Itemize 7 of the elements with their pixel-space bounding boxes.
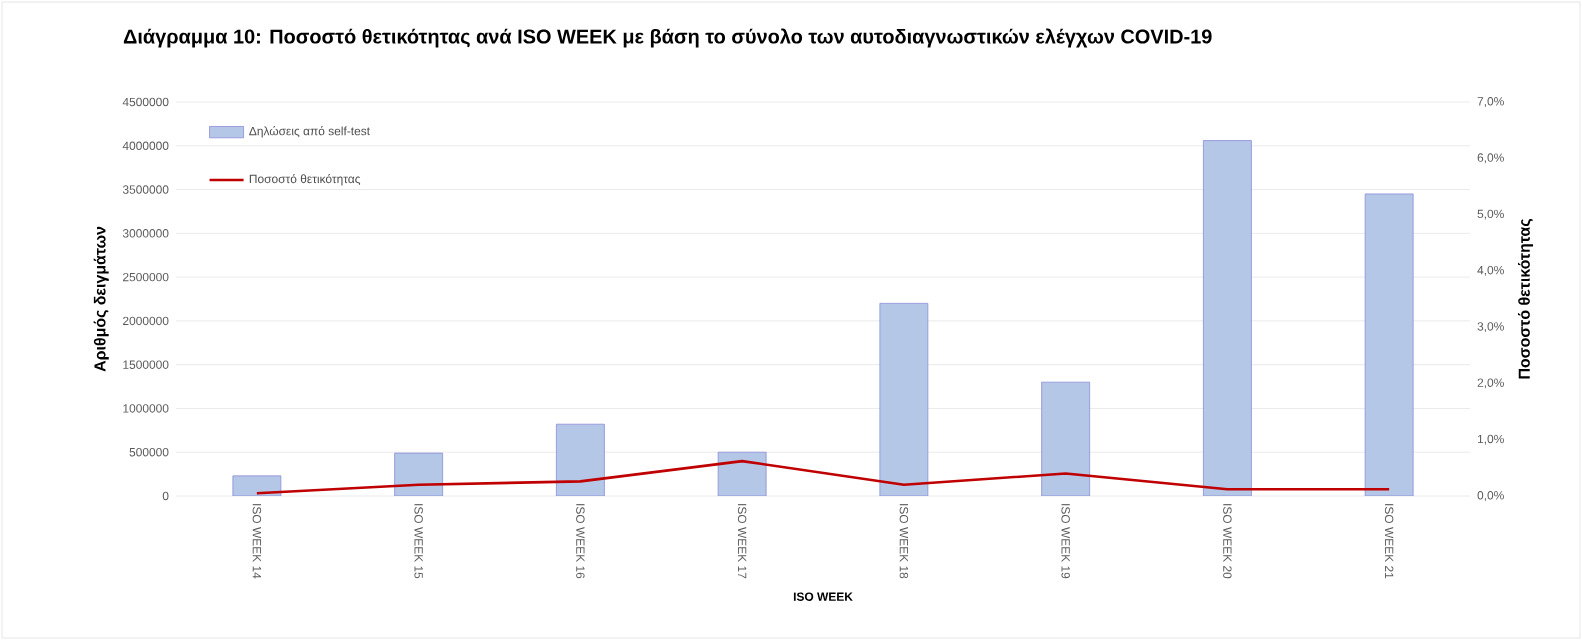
line-series	[255, 459, 1391, 495]
bar	[879, 302, 929, 496]
chart-title: Διάγραμμα 10: Ποσοστό θετικότητας ανά ISO WEEK με βάση το σύνολο των αυτοδιαγνωστικών ελέγχων COVID-19	[123, 28, 1212, 48]
bar	[1041, 381, 1091, 496]
bar	[555, 423, 605, 496]
bar	[1202, 140, 1252, 496]
bar	[1364, 193, 1414, 496]
